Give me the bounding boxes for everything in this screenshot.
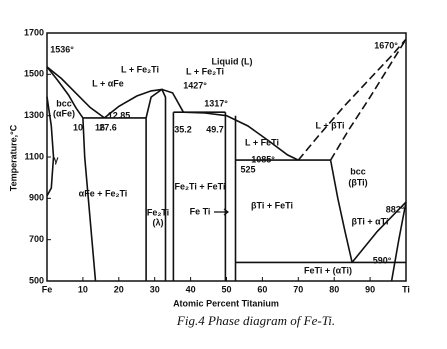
annotation: L + αFe — [92, 78, 124, 88]
phase-boundary — [46, 66, 105, 119]
annotation: 16 — [95, 122, 105, 132]
annotation: 1427° — [183, 80, 207, 90]
x-tick-label: 30 — [150, 284, 160, 294]
phase-boundary — [82, 117, 97, 282]
phase-boundary — [297, 38, 407, 161]
annotation: 27.6 — [99, 122, 117, 132]
annotation: bcc — [350, 166, 366, 176]
annotation: 525 — [240, 164, 255, 174]
annotation: 10 — [73, 122, 83, 132]
annotation: FeTi + (αTi) — [304, 265, 352, 275]
x-tick-label: 90 — [365, 284, 375, 294]
annotation: L + FeTi — [245, 137, 279, 147]
annotation: (λ) — [153, 217, 164, 227]
annotation: 1670° — [374, 40, 398, 50]
y-tick-label: 700 — [29, 234, 44, 244]
annotation: αFe + Fe₂Ti — [79, 188, 128, 198]
y-tick-label: 1100 — [24, 151, 44, 161]
phase-boundary — [183, 111, 299, 161]
phase-boundary — [46, 96, 55, 197]
annotation: Fe₂Ti + FeTi — [175, 181, 226, 191]
y-tick-label: 900 — [29, 193, 44, 203]
phase-boundary — [329, 159, 353, 263]
x-tick-label: 60 — [257, 284, 267, 294]
y-tick-label: 1500 — [24, 69, 44, 79]
x-tick-label: 80 — [329, 284, 339, 294]
annotation: 35.2 — [174, 124, 192, 134]
phase-boundary — [46, 66, 84, 119]
y-tick-label: 1300 — [24, 110, 44, 120]
annotation: 12.85 — [108, 110, 131, 120]
annotation: Fe Ti — [190, 206, 211, 216]
annotation: (αFe) — [53, 108, 75, 118]
x-tick-label: Fe — [42, 284, 53, 294]
plot-frame — [46, 32, 407, 282]
annotation: 1536° — [50, 44, 74, 54]
caption: Fig.4 Phase diagram of Fe-Ti. — [176, 313, 335, 328]
phase-boundary — [329, 38, 407, 161]
annotation: 1317° — [204, 98, 228, 108]
phase-boundary — [390, 201, 407, 282]
annotation: γ — [53, 154, 58, 164]
y-axis-label: Temperature,°C — [8, 124, 18, 191]
annotation: βTi + FeTi — [251, 200, 293, 210]
annotation: βTi + αTi — [352, 216, 389, 226]
x-tick-label: 10 — [78, 284, 88, 294]
x-tick-label: Ti — [402, 284, 410, 294]
x-tick-label: 40 — [186, 284, 196, 294]
x-axis-label: Atomic Percent Titanium — [173, 298, 279, 308]
annotation: Liquid (L) — [212, 56, 253, 66]
x-tick-label: 50 — [221, 284, 231, 294]
phase-boundary — [145, 88, 167, 281]
y-tick-label: 500 — [29, 275, 44, 285]
phase-boundary — [103, 88, 185, 119]
annotation: Fe₂Ti — [147, 207, 169, 217]
annotation: L + βTi — [316, 120, 345, 130]
annotation: 1085° — [251, 154, 275, 164]
annotation: (βTi) — [348, 177, 367, 187]
annotation: bcc — [56, 98, 72, 108]
phase-boundary — [351, 201, 407, 263]
x-tick-label: 20 — [114, 284, 124, 294]
annotation: 882° — [386, 204, 405, 214]
annotation: 49.7 — [206, 124, 224, 134]
annotation: L + Fe₂Ti — [121, 64, 159, 74]
y-tick-label: 1700 — [24, 27, 44, 37]
annotation: 590° — [373, 255, 392, 265]
x-tick-label: 70 — [293, 284, 303, 294]
annotation: L + Fe₂Ti — [186, 66, 224, 76]
